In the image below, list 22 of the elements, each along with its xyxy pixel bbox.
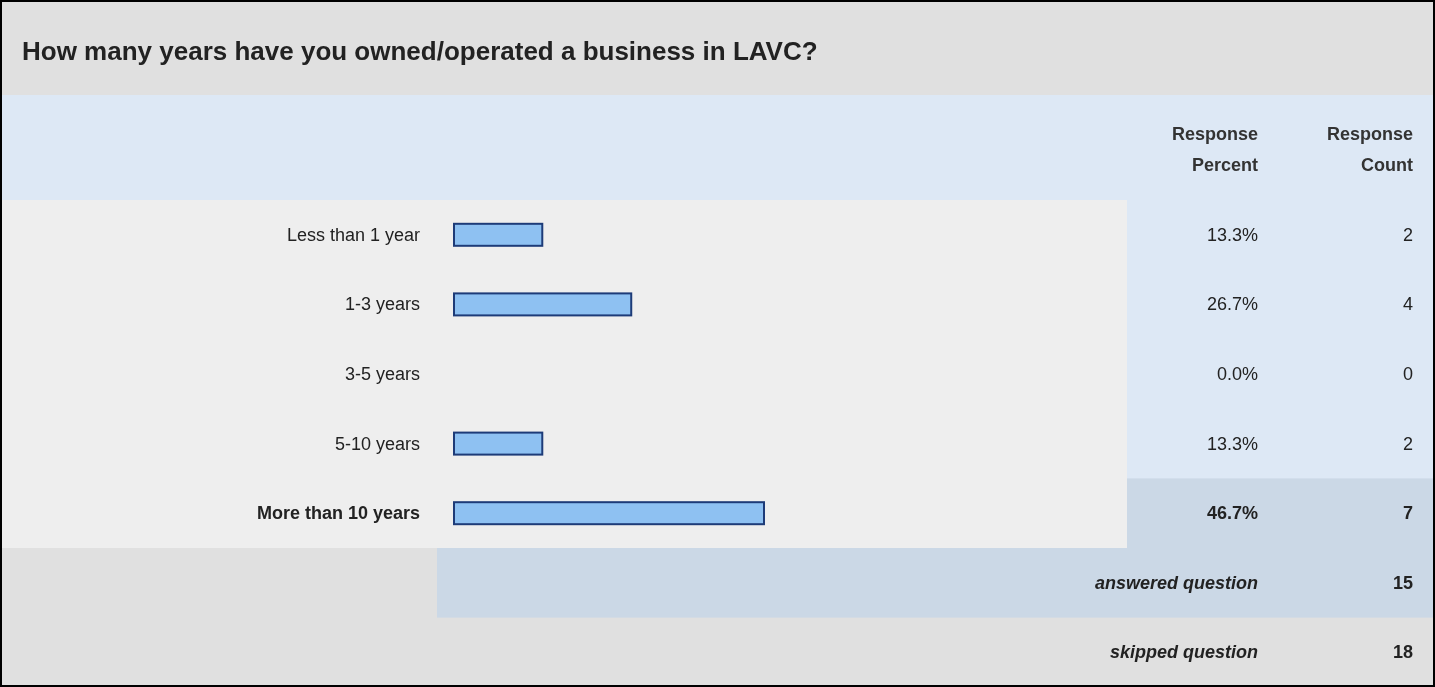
y-tick-label: More than 10 years	[256, 503, 420, 524]
text: 7	[1402, 503, 1413, 524]
y-tick-label: 1-3 years	[344, 294, 420, 315]
data-label: 13.3%	[1206, 433, 1258, 454]
data-label: 26.7%	[1206, 294, 1258, 315]
y-tick-label: 5-10 years	[334, 433, 420, 454]
data-label: 13.3%	[1206, 224, 1258, 245]
data-label: 0.0%	[1216, 364, 1258, 384]
chart-title: How many years have you owned/operated a business in LAVC?	[22, 36, 818, 66]
text: Response Count	[1326, 124, 1413, 175]
text: 4	[1402, 294, 1413, 315]
text: skipped question	[1109, 642, 1258, 663]
text: 2	[1402, 224, 1413, 245]
text: 2	[1402, 433, 1413, 454]
data-label: 46.7%	[1206, 503, 1258, 524]
text: 0	[1402, 364, 1413, 384]
text: 18	[1392, 642, 1413, 663]
y-tick-label: Less than 1 year	[286, 224, 420, 245]
y-tick-label: 3-5 years	[344, 364, 420, 384]
text: answered question	[1094, 572, 1258, 593]
text: 15	[1392, 572, 1413, 593]
text: Response Percent	[1171, 124, 1258, 175]
